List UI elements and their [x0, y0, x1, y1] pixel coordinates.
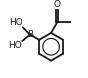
Text: B: B: [27, 30, 33, 39]
Text: O: O: [54, 0, 61, 9]
Text: HO: HO: [8, 41, 22, 50]
Text: HO: HO: [9, 18, 23, 27]
